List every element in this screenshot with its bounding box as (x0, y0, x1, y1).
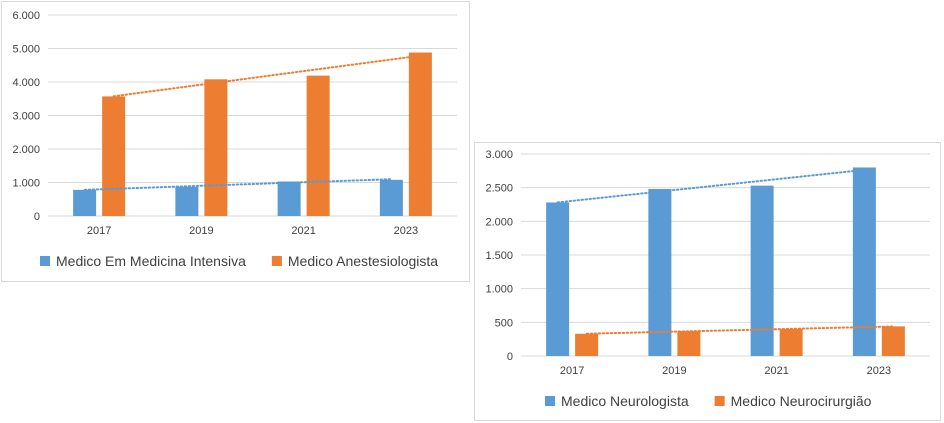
x-tick-label: 2019 (662, 365, 686, 377)
bar-series-2 (779, 329, 803, 356)
legend-label: Medico Em Medicina Intensiva (56, 253, 246, 269)
chart-2-svg: 0 500 1.000 1.500 2.000 2.500 3.000 2017 2019 202… (485, 149, 930, 409)
y-tick-label: 3.000 (485, 149, 513, 161)
y-tick-label: 4.000 (12, 77, 40, 89)
x-tick-label: 2023 (867, 365, 891, 377)
y-tick-label: 6.000 (12, 10, 40, 22)
trendline (585, 325, 895, 335)
x-tick-label: 2023 (394, 225, 418, 237)
chart-neurologia: 0 500 1.000 1.500 2.000 2.500 3.000 2017 2019 202… (474, 142, 941, 421)
bar-series-1 (175, 186, 199, 216)
y-tick-label: 500 (495, 317, 513, 329)
trendline (112, 54, 422, 98)
y-tick-label: 5.000 (12, 44, 40, 56)
x-tick-label: 2017 (87, 225, 111, 237)
y-tick-label: 2.000 (12, 144, 40, 156)
y-tick-label: 1.000 (12, 178, 40, 190)
bar-series-2 (677, 331, 701, 356)
y-tick-label: 1.500 (485, 250, 513, 262)
trendline (83, 178, 393, 191)
legend-label: Medico Anestesiologista (288, 253, 438, 269)
bar-series-2 (204, 79, 228, 216)
bar-series-1 (546, 202, 570, 356)
bar-series-2 (575, 333, 599, 356)
bar-series-2 (408, 52, 432, 216)
bar-series-2 (102, 96, 126, 216)
bar-series-2 (881, 326, 905, 356)
chart-1-svg: 0 1.000 2.000 3.000 4.000 5.000 6.000 2017 2019 2… (12, 10, 457, 269)
y-tick-label: 2.500 (485, 183, 513, 195)
x-tick-label: 2017 (560, 365, 584, 377)
y-tick-label: 0 (507, 351, 513, 363)
x-tick-label: 2019 (189, 225, 213, 237)
chart-anestesia-intensiva: 0 1.000 2.000 3.000 4.000 5.000 6.000 2017 2019 2… (1, 1, 470, 282)
y-tick-label: 1.000 (485, 284, 513, 296)
bar-series-1 (750, 185, 774, 356)
bar-series-1 (852, 167, 876, 356)
bar-series-1 (379, 179, 403, 216)
bar-series-1 (277, 181, 301, 216)
bar-series-1 (648, 189, 672, 356)
bar-series-1 (73, 189, 97, 216)
legend-label: Medico Neurologista (561, 393, 689, 409)
bar-series-2 (306, 75, 330, 216)
y-tick-label: 0 (34, 211, 40, 223)
y-tick-label: 3.000 (12, 111, 40, 123)
legend-swatch (714, 396, 725, 406)
legend-swatch (40, 256, 50, 266)
x-tick-label: 2021 (291, 225, 315, 237)
legend-swatch (271, 256, 282, 266)
trendline (556, 168, 866, 204)
x-tick-label: 2021 (764, 365, 788, 377)
y-tick-label: 2.000 (485, 216, 513, 228)
legend-swatch (545, 396, 555, 406)
legend-label: Medico Neurocirurgião (731, 393, 872, 409)
